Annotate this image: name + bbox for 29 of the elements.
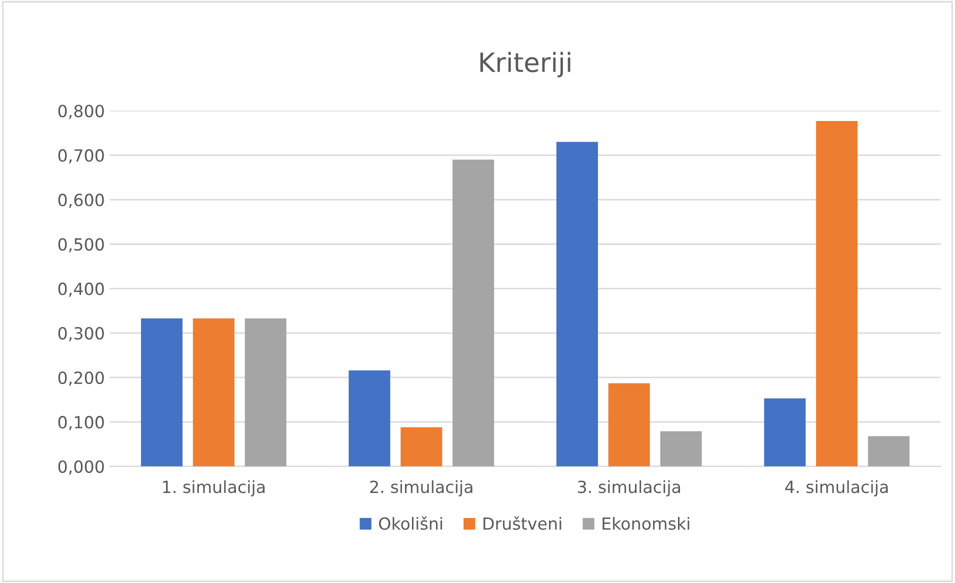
- x-tick-label: 2. simulacija: [370, 480, 472, 496]
- bar: [764, 398, 806, 466]
- y-tick-label: 0,500: [58, 238, 104, 252]
- x-tick-label: 3. simulacija: [578, 480, 680, 496]
- x-tick-label: 4. simulacija: [785, 480, 888, 496]
- bar: [608, 383, 650, 466]
- y-tick-label: 0,400: [58, 282, 104, 297]
- bar: [452, 160, 494, 466]
- y-tick-label: 0,700: [58, 149, 104, 164]
- y-tick-label: 0,300: [58, 327, 104, 342]
- chart-title: Kriteriji: [480, 52, 570, 78]
- legend-label: Okolišni: [379, 516, 442, 530]
- bar: [192, 318, 234, 466]
- y-tick-label: 0,800: [58, 104, 104, 120]
- bar: [140, 318, 183, 466]
- legend-label: Društveni: [484, 516, 562, 530]
- y-tick-label: 0,200: [58, 371, 104, 386]
- bar: [868, 436, 910, 466]
- bar: [348, 370, 390, 466]
- y-tick-label: 0,600: [58, 194, 104, 208]
- legend-label: Ekonomski: [602, 516, 690, 530]
- bar: [556, 142, 598, 466]
- y-tick-label: 0,100: [58, 416, 104, 430]
- bar: [400, 427, 442, 466]
- bar: [816, 120, 858, 466]
- bar: [244, 318, 286, 466]
- y-tick-label: 0,000: [58, 460, 104, 475]
- x-tick-label: 1. simulacija: [163, 480, 265, 496]
- bar: [660, 431, 702, 466]
